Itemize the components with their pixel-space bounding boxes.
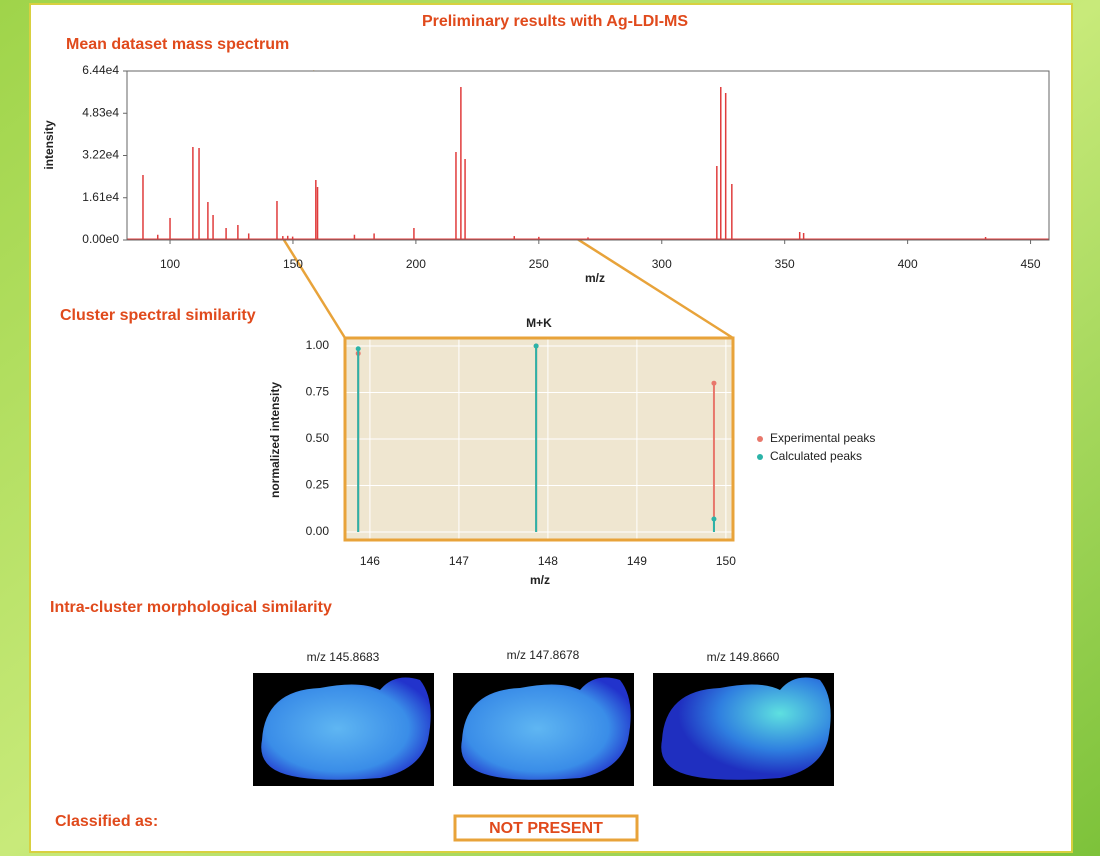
y-tick-label: 1.00 <box>306 338 330 352</box>
x-tick-label: 450 <box>1021 257 1041 271</box>
x-axis-label: m/z <box>585 271 605 285</box>
y-axis-label: normalized intensity <box>268 382 282 498</box>
zoom-line <box>282 239 347 339</box>
y-tick-label: 4.83e4 <box>82 105 119 119</box>
y-axis-label: intensity <box>42 120 56 170</box>
x-tick-label: 147 <box>449 554 469 568</box>
x-tick-label: 200 <box>406 257 426 271</box>
legend-marker <box>757 436 763 442</box>
x-tick-label: 150 <box>716 554 736 568</box>
result: NOT PRESENT <box>489 820 603 837</box>
y-tick-label: 0.00e0 <box>82 232 119 246</box>
x-tick-label: 150 <box>283 257 303 271</box>
result-box <box>453 814 639 842</box>
x-tick-label: 350 <box>775 257 795 271</box>
y-tick-label: 1.61e4 <box>82 190 119 204</box>
figure-title: Preliminary results with Ag-LDI-MS <box>422 13 688 30</box>
x-tick-label: 100 <box>160 257 180 271</box>
x-axis-label: m/z <box>530 573 550 587</box>
plot-frame <box>343 336 735 542</box>
x-tick-label: 148 <box>538 554 558 568</box>
x-tick-label: 400 <box>898 257 918 271</box>
stem-head <box>711 516 717 522</box>
y-tick-label: 6.44e4 <box>82 63 119 77</box>
image-caption: m/z 147.8678 <box>507 648 580 662</box>
section-heading: Intra-cluster morphological similarity <box>50 599 332 616</box>
section-heading: Cluster spectral similarity <box>60 307 256 324</box>
stem-head <box>711 380 717 386</box>
plot-area <box>127 71 1049 240</box>
section-heading: Classified as: <box>55 813 158 830</box>
y-tick-label: 0.50 <box>306 431 330 445</box>
legend-label: Calculated peaks <box>770 449 862 463</box>
image-panel: m/z 145.8683 <box>253 650 434 786</box>
x-tick-label: 250 <box>529 257 549 271</box>
y-tick-label: 0.75 <box>306 385 330 399</box>
stem-head <box>355 346 361 352</box>
stem-head <box>533 343 539 349</box>
image-panel: m/z 149.8660 <box>653 650 834 786</box>
x-tick-label: 300 <box>652 257 672 271</box>
x-tick-label: 146 <box>360 554 380 568</box>
y-tick-label: 0.25 <box>306 478 330 492</box>
legend-label: Experimental peaks <box>770 431 875 445</box>
image-panel: m/z 147.8678 <box>453 648 634 786</box>
legend-marker <box>757 454 763 460</box>
x-tick-label: 149 <box>627 554 647 568</box>
y-tick-label: 0.00 <box>306 524 330 538</box>
section-heading: Mean dataset mass spectrum <box>66 36 289 53</box>
plot-frame <box>126 70 1050 241</box>
image-caption: m/z 149.8660 <box>707 650 780 664</box>
image-caption: m/z 145.8683 <box>307 650 380 664</box>
chart-title: M+K <box>526 316 552 330</box>
y-tick-label: 3.22e4 <box>82 148 119 162</box>
